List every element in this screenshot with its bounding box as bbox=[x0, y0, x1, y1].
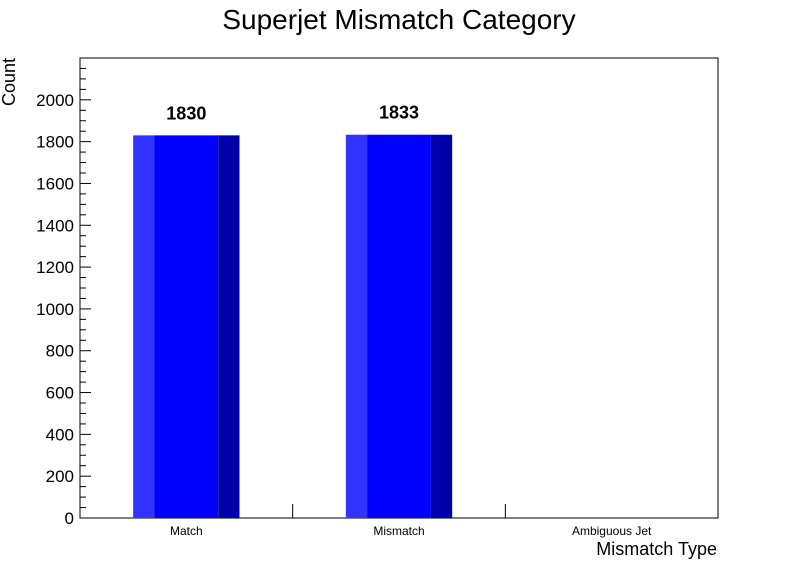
bar-left-bevel bbox=[133, 135, 155, 518]
bar-right-bevel bbox=[430, 134, 453, 518]
x-axis: Match Mismatch Ambiguous Jet bbox=[170, 504, 652, 538]
y-axis: 0 200 400 600 800 1000 1200 1400 1600 1800 2000 bbox=[36, 67, 91, 528]
y-tick-label: 1600 bbox=[36, 174, 74, 193]
bar bbox=[345, 134, 453, 518]
y-tick-label: 1800 bbox=[36, 133, 74, 152]
bar-body bbox=[154, 135, 219, 518]
bar-value-label: 1833 bbox=[379, 103, 419, 123]
y-tick-label: 200 bbox=[46, 467, 74, 486]
x-axis-title: Mismatch Type bbox=[596, 539, 717, 559]
y-tick-label: 0 bbox=[65, 509, 74, 528]
y-tick-label: 1000 bbox=[36, 300, 74, 319]
y-tick-label: 600 bbox=[46, 384, 74, 403]
bar-left-bevel bbox=[345, 134, 368, 518]
y-tick-label: 1400 bbox=[36, 216, 74, 235]
y-tick-label: 1200 bbox=[36, 258, 74, 277]
x-category-label: Mismatch bbox=[373, 524, 424, 538]
bar-value-label: 1830 bbox=[166, 103, 206, 123]
y-axis-title: Count bbox=[0, 58, 19, 106]
x-category-label: Ambiguous Jet bbox=[572, 524, 652, 538]
chart-title: Superjet Mismatch Category bbox=[222, 4, 575, 35]
bar bbox=[133, 135, 240, 518]
y-tick-label: 2000 bbox=[36, 91, 74, 110]
y-tick-label: 400 bbox=[46, 425, 74, 444]
bar-body bbox=[367, 134, 431, 518]
x-category-label: Match bbox=[170, 524, 203, 538]
bars-group: 1830 1833 bbox=[133, 103, 453, 518]
y-tick-label: 800 bbox=[46, 342, 74, 361]
bar-right-bevel bbox=[218, 135, 240, 518]
